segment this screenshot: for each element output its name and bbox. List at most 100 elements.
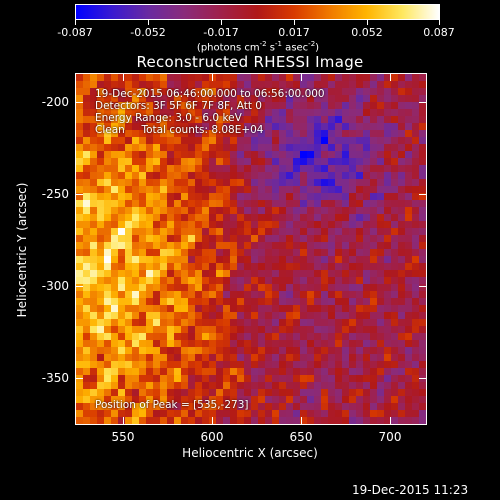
heatmap-cell	[363, 193, 370, 200]
heatmap-cell	[111, 326, 118, 333]
heatmap-cell	[125, 403, 132, 410]
heatmap-cell	[398, 109, 405, 116]
heatmap-cell	[342, 95, 349, 102]
heatmap-cell	[174, 249, 181, 256]
heatmap-cell	[223, 81, 230, 88]
heatmap-cell	[202, 186, 209, 193]
heatmap-cell	[76, 361, 83, 368]
heatmap-cell	[104, 277, 111, 284]
heatmap-cell	[132, 347, 139, 354]
heatmap-cell	[377, 263, 384, 270]
heatmap-cell	[419, 74, 426, 81]
heatmap-cell	[314, 109, 321, 116]
heatmap-cell	[125, 382, 132, 389]
heatmap-cell	[237, 340, 244, 347]
heatmap-cell	[125, 410, 132, 417]
heatmap-cell	[90, 270, 97, 277]
heatmap-cell	[377, 88, 384, 95]
heatmap-cell	[90, 417, 97, 424]
heatmap-cell	[118, 95, 125, 102]
heatmap-cell	[188, 277, 195, 284]
heatmap-cell	[90, 109, 97, 116]
heatmap-cell	[181, 389, 188, 396]
heatmap-cell	[153, 137, 160, 144]
heatmap-cell	[230, 221, 237, 228]
heatmap-cell	[167, 207, 174, 214]
heatmap-cell	[153, 172, 160, 179]
heatmap-cell	[384, 179, 391, 186]
heatmap-cell	[307, 242, 314, 249]
heatmap-cell	[279, 179, 286, 186]
heatmap-cell	[293, 375, 300, 382]
heatmap-cell	[90, 305, 97, 312]
heatmap-cell	[195, 144, 202, 151]
heatmap-cell	[132, 214, 139, 221]
heatmap-cell	[391, 102, 398, 109]
heatmap-cell	[188, 74, 195, 81]
heatmap-cell	[76, 396, 83, 403]
heatmap-cell	[293, 144, 300, 151]
heatmap-cell	[300, 137, 307, 144]
heatmap-cell	[181, 298, 188, 305]
heatmap-cell	[118, 228, 125, 235]
heatmap-cell	[419, 333, 426, 340]
heatmap-cell	[279, 95, 286, 102]
heatmap-cell	[118, 417, 125, 424]
heatmap-cell	[384, 221, 391, 228]
heatmap-cell	[90, 249, 97, 256]
heatmap-cell	[272, 249, 279, 256]
heatmap-cell	[132, 389, 139, 396]
heatmap-cell	[342, 74, 349, 81]
heatmap-cell	[90, 347, 97, 354]
heatmap-cell	[237, 123, 244, 130]
heatmap-cell	[181, 221, 188, 228]
heatmap-cell	[384, 214, 391, 221]
heatmap-cell	[174, 102, 181, 109]
heatmap-cell	[363, 95, 370, 102]
heatmap-cell	[237, 375, 244, 382]
heatmap-cell	[279, 130, 286, 137]
heatmap-cell	[181, 144, 188, 151]
heatmap-cell	[349, 88, 356, 95]
heatmap-cell	[195, 158, 202, 165]
heatmap-cell	[209, 137, 216, 144]
heatmap-cell	[104, 137, 111, 144]
heatmap-cell	[272, 333, 279, 340]
heatmap-cell	[293, 368, 300, 375]
heatmap-cell	[160, 277, 167, 284]
heatmap-cell	[209, 347, 216, 354]
heatmap-cell	[370, 305, 377, 312]
heatmap-cell	[167, 249, 174, 256]
heatmap-cell	[83, 277, 90, 284]
heatmap-cell	[146, 144, 153, 151]
heatmap-cell	[286, 298, 293, 305]
heatmap-cell	[76, 102, 83, 109]
heatmap-cell	[153, 396, 160, 403]
heatmap-cell	[412, 284, 419, 291]
heatmap-cell	[391, 235, 398, 242]
heatmap-cell	[342, 151, 349, 158]
heatmap-cell	[202, 74, 209, 81]
heatmap-cell	[90, 389, 97, 396]
heatmap-cell	[237, 284, 244, 291]
heatmap-cell	[370, 284, 377, 291]
heatmap-cell	[335, 158, 342, 165]
heatmap-cell	[118, 186, 125, 193]
heatmap-cell	[216, 74, 223, 81]
heatmap-cell	[300, 172, 307, 179]
heatmap-cell	[195, 417, 202, 424]
heatmap-cell	[251, 249, 258, 256]
heatmap-cell	[272, 389, 279, 396]
heatmap-cell	[125, 389, 132, 396]
heatmap-cell	[356, 249, 363, 256]
heatmap-cell	[76, 298, 83, 305]
heatmap-cell	[209, 109, 216, 116]
heatmap-cell	[335, 340, 342, 347]
heatmap-cell	[342, 200, 349, 207]
heatmap-cell	[111, 256, 118, 263]
heatmap-cell	[293, 382, 300, 389]
x-tick	[301, 417, 302, 425]
heatmap-cell	[377, 123, 384, 130]
heatmap-cell	[244, 298, 251, 305]
heatmap-cell	[188, 347, 195, 354]
